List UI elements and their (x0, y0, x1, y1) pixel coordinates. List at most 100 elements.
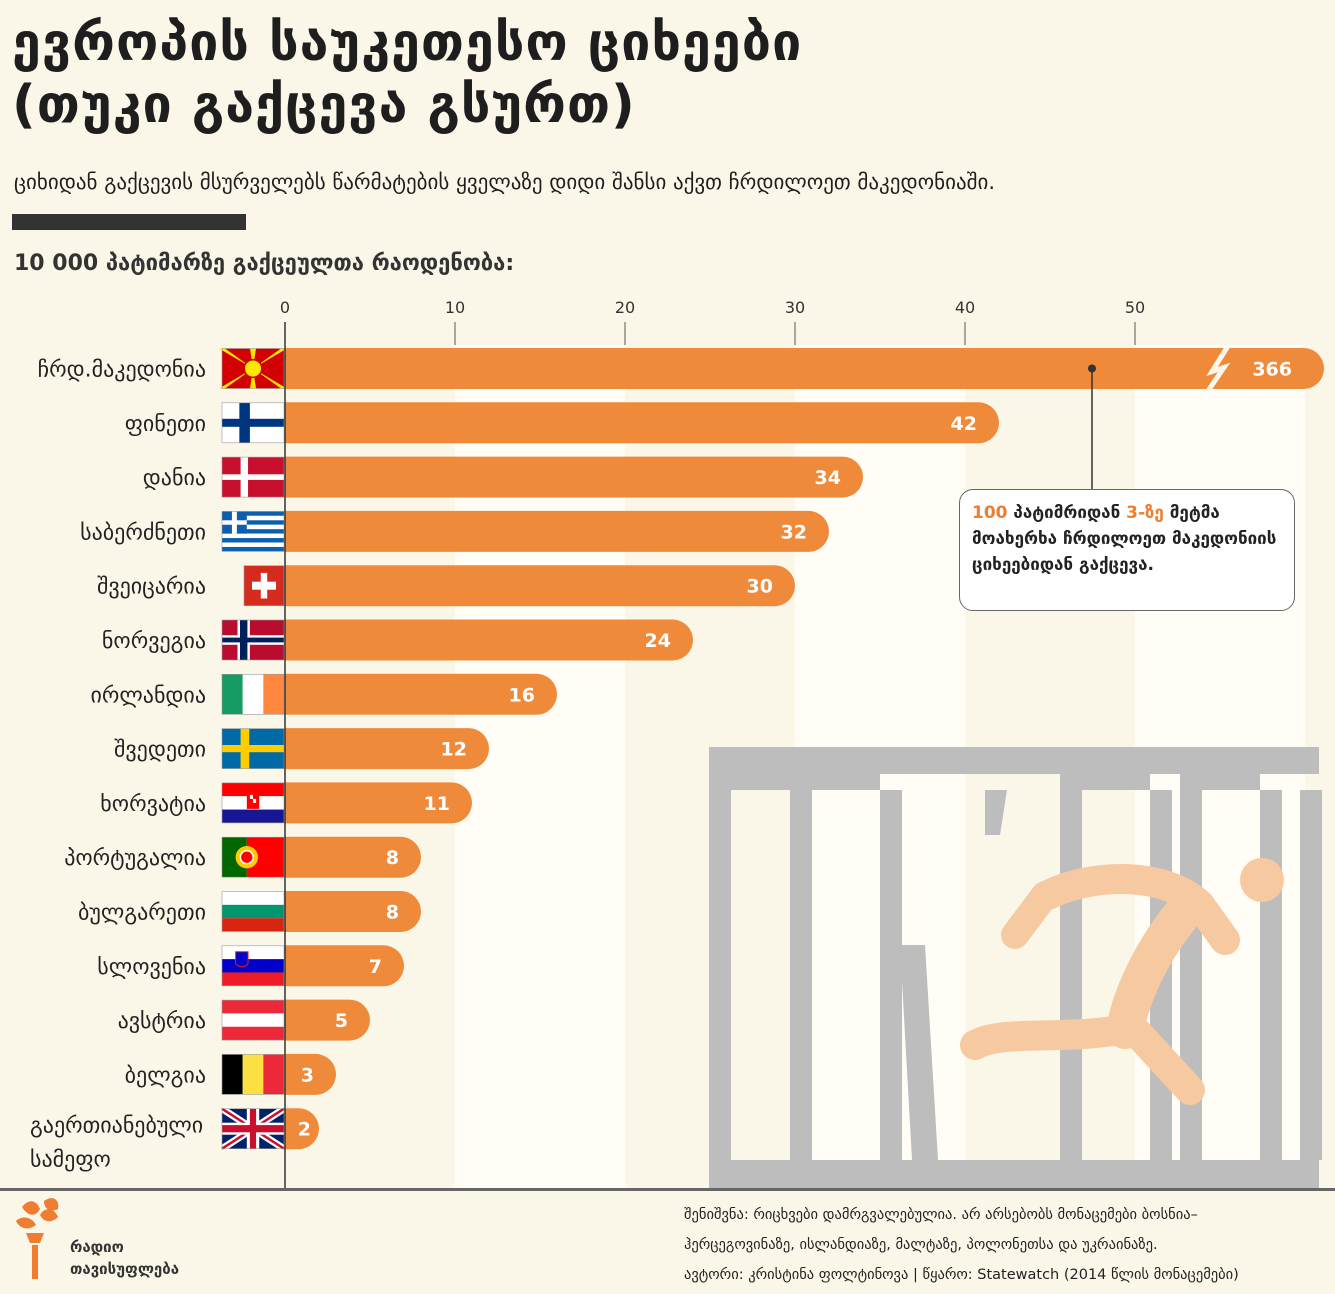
x-tick-label: 30 (785, 298, 805, 317)
footer-divider (0, 1188, 1335, 1191)
switzerland-flag (243, 565, 285, 607)
uk-flag (220, 1105, 286, 1152)
bar-value-label: 8 (386, 902, 399, 924)
denmark-flag (221, 456, 285, 498)
bar-value-label: 16 (509, 684, 535, 706)
prison-crossbar (1060, 770, 1150, 790)
category-label: ბელგია (125, 1063, 206, 1088)
prison-bottom-rail (709, 1160, 1319, 1188)
prison-escape-illustration (709, 747, 1322, 1188)
title-line-2: (თუკი გაქცევა გსურთ) (12, 75, 636, 135)
x-tick-label: 40 (955, 298, 975, 317)
logo-line-2: თავისუფლება (70, 1260, 180, 1278)
austria-flag (221, 999, 285, 1041)
callout-text-1: პატიმრიდან (1007, 503, 1127, 523)
category-label: ფინეთი (125, 412, 206, 437)
footnote-line-2: ჰერცეგოვინაზე, ისლანდიაზე, მალტაზე, პოლო… (684, 1237, 1158, 1253)
bar (285, 402, 999, 444)
bar (285, 673, 557, 715)
prison-bar (880, 790, 902, 1160)
category-label: სამეფო (30, 1148, 111, 1173)
bar (285, 782, 472, 824)
category-label: საბერძნეთი (80, 520, 206, 545)
bar-value-label: 32 (781, 521, 807, 543)
title-line-1: ევროპის საუკეთესო ციხეები (12, 13, 803, 73)
bar (285, 348, 1324, 389)
callout-number-2: 3-ზე (1126, 503, 1164, 523)
bar-value-label: 11 (424, 793, 450, 815)
category-label: გაერთიანებული (30, 1114, 203, 1139)
footnote: შენიშვნა: რიცხვები დამრგვალებულია. არ არ… (684, 1200, 1239, 1290)
category-label: პორტუგალია (64, 846, 206, 871)
finland-flag (221, 402, 285, 444)
category-label: ხორვატია (100, 792, 206, 817)
bar-value-label: 42 (951, 413, 977, 435)
prison-bar (790, 790, 812, 1160)
bar-value-label: 3 (301, 1064, 314, 1086)
logo-text: რადიო თავისუფლება (70, 1236, 179, 1280)
category-label: შვეიცარია (97, 575, 206, 600)
x-axis-title: 10 000 პატიმარზე გაქცეულთა რაოდენობა: (14, 251, 515, 276)
belgium-flag (221, 1054, 285, 1095)
radio-liberty-logo-icon (16, 1198, 59, 1279)
bar (285, 1108, 319, 1150)
bulgaria-flag (221, 891, 285, 932)
bar-value-label: 12 (441, 739, 467, 761)
norway-flag (221, 619, 285, 661)
bar-value-label: 366 (1252, 359, 1292, 381)
runner-head (1240, 858, 1284, 902)
bar-value-label: 7 (369, 956, 382, 978)
page-title: ევროპის საუკეთესო ციხეები (თუკი გაქცევა … (12, 12, 802, 136)
bar (285, 836, 421, 878)
portugal-flag (221, 836, 285, 878)
x-tick-label: 10 (445, 298, 465, 317)
x-tick-label: 20 (615, 298, 635, 317)
title-rule (12, 214, 246, 230)
category-label: დანია (143, 466, 206, 491)
runner-leg (960, 1015, 1135, 1060)
prison-top-rail (709, 747, 1319, 774)
prison-crossbar (790, 770, 880, 790)
prison-bar (1300, 790, 1322, 1160)
prison-crossbar (1180, 770, 1260, 790)
annotation-callout: 100 პატიმრიდან 3-ზე მეტმა მოახერხა ჩრდილ… (959, 489, 1295, 611)
callout-number-1: 100 (972, 503, 1008, 523)
category-label: ჩრდ.მაკედონია (38, 358, 206, 383)
bar (285, 1053, 336, 1095)
bar-value-label: 34 (815, 467, 841, 489)
runner-arm (1001, 881, 1059, 949)
runner-leg (1115, 1010, 1205, 1105)
category-label: ირლანდია (90, 683, 206, 708)
bar (285, 891, 421, 932)
category-label: შვედეთი (114, 738, 206, 763)
croatia-flag (221, 782, 285, 824)
bar (285, 456, 863, 498)
x-tick-label: 50 (1125, 298, 1145, 317)
prison-bar (1260, 790, 1282, 1160)
bar-value-label: 30 (747, 576, 773, 598)
bar (285, 510, 829, 552)
bar-value-label: 5 (335, 1010, 348, 1032)
category-label: ნორვეგია (102, 629, 206, 654)
bar-value-label: 24 (645, 630, 671, 652)
category-label: სლოვენია (97, 955, 206, 980)
logo-line-1: რადიო (70, 1238, 124, 1256)
category-label: ავსტრია (118, 1009, 206, 1034)
greece-flag (221, 511, 285, 552)
prison-crossbar (709, 770, 790, 790)
broken-bar (985, 790, 1007, 835)
callout-text-2: მეტმა მოახერხა ჩრდილოეთ მაკედონიის ციხეე… (972, 503, 1277, 575)
north-macedonia-flag (219, 348, 287, 389)
bar-value-label: 2 (298, 1119, 311, 1141)
ireland-flag (221, 673, 285, 715)
footnote-line-3: ავტორი: კრისტინა ფოლტინოვა | წყარო: Stat… (684, 1267, 1239, 1283)
bar (285, 728, 489, 770)
bar (285, 945, 404, 987)
bar-value-label: 8 (386, 847, 399, 869)
prison-bar (709, 790, 731, 1160)
axis-break-mark (1205, 344, 1231, 393)
category-label: ბულგარეთი (78, 901, 206, 926)
prison-bar (1060, 790, 1082, 1160)
bar-chart: 0 10 20 30 40 50 366 ჩრდ.მაკედონია 42 ფინეთი 34 დან… (30, 298, 1324, 1188)
bar (285, 565, 795, 607)
